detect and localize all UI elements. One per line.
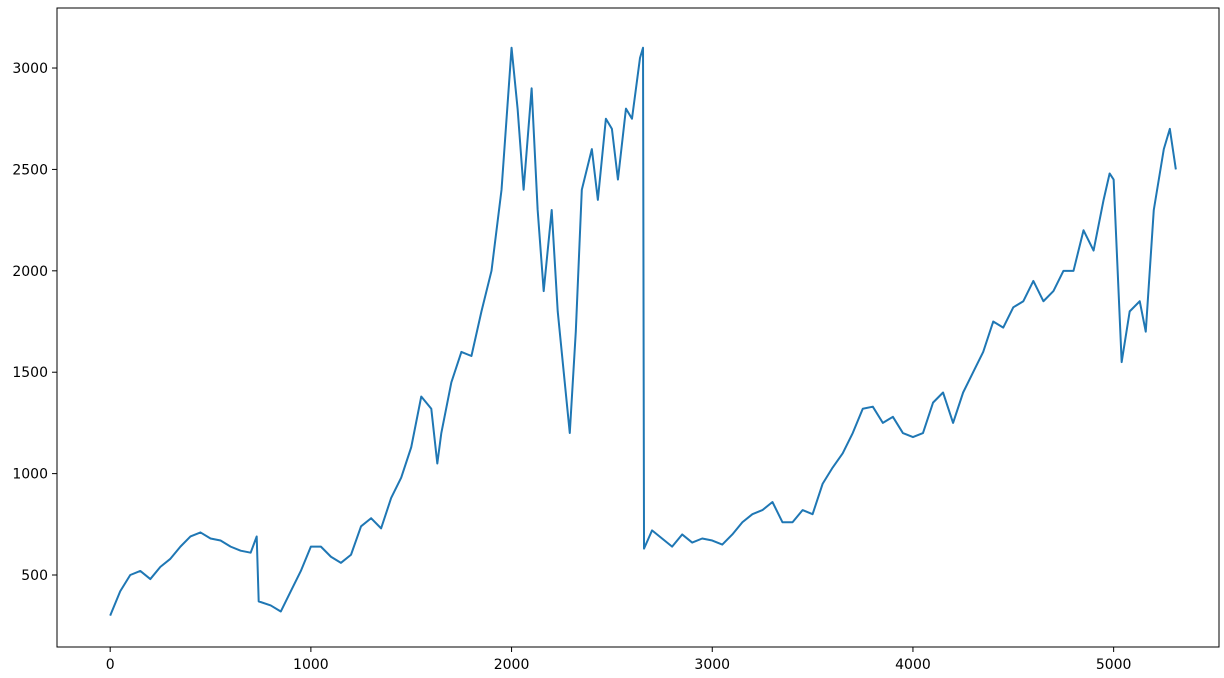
x-tick-label: 5000 bbox=[1096, 657, 1132, 673]
x-tick-label: 2000 bbox=[494, 657, 530, 673]
x-tick-label: 3000 bbox=[694, 657, 730, 673]
axes-frame bbox=[56, 7, 1220, 648]
x-tick-label: 0 bbox=[106, 657, 115, 673]
y-tick-label: 3000 bbox=[12, 61, 48, 77]
data-line bbox=[109, 46, 1177, 616]
y-tick-label: 500 bbox=[21, 568, 48, 584]
y-tick-label: 1000 bbox=[12, 467, 48, 483]
x-tick-label: 1000 bbox=[293, 657, 329, 673]
y-tick-label: 2500 bbox=[12, 162, 48, 178]
x-tick-label: 4000 bbox=[895, 657, 931, 673]
y-tick-label: 1500 bbox=[12, 365, 48, 381]
y-tick-label: 2000 bbox=[12, 264, 48, 280]
